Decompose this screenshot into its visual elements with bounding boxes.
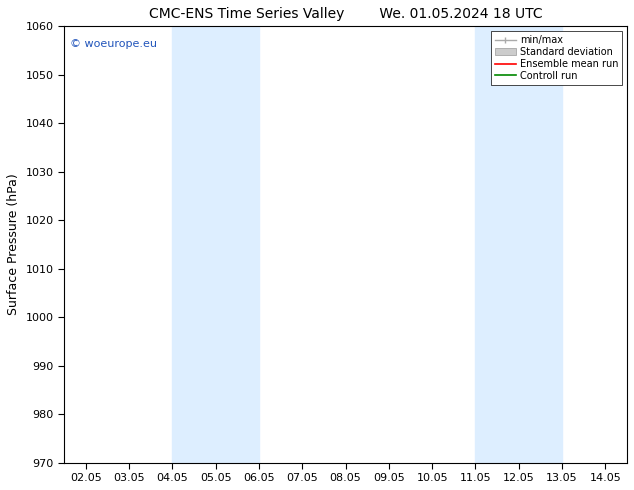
Title: CMC-ENS Time Series Valley        We. 01.05.2024 18 UTC: CMC-ENS Time Series Valley We. 01.05.202…	[149, 7, 542, 21]
Bar	[216, 26, 259, 463]
Y-axis label: Surface Pressure (hPa): Surface Pressure (hPa)	[7, 173, 20, 316]
Bar	[172, 26, 216, 463]
Legend: min/max, Standard deviation, Ensemble mean run, Controll run: min/max, Standard deviation, Ensemble me…	[491, 31, 622, 85]
Text: © woeurope.eu: © woeurope.eu	[70, 39, 157, 49]
Bar	[476, 26, 519, 463]
Bar	[519, 26, 562, 463]
